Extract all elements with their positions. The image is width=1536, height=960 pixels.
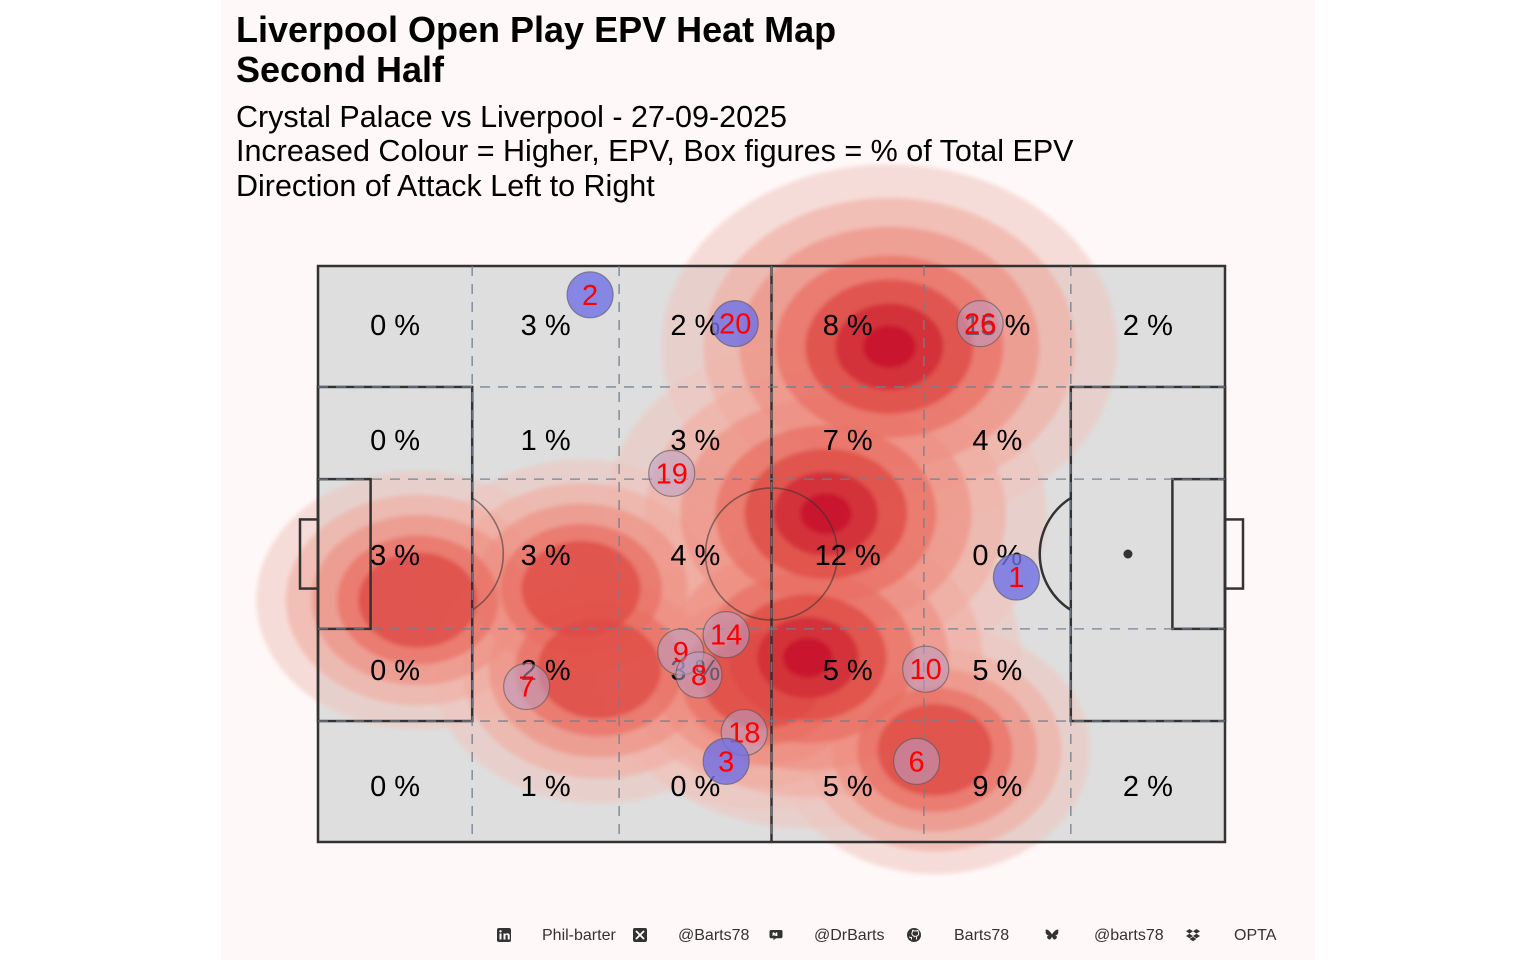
heat-contour-level-4 [358, 552, 478, 648]
player-number-label: 6 [909, 746, 925, 778]
player-marker [702, 611, 750, 659]
player-number-label: 3 [718, 746, 734, 778]
right-goal [1223, 518, 1245, 590]
zone-percentage-label: 0 % [370, 771, 420, 803]
player-number-label: 19 [656, 458, 688, 490]
player-number-label: 10 [910, 654, 942, 686]
zone-percentage-label: 5 % [823, 655, 873, 687]
zone-percentage-label: 4 % [972, 425, 1022, 457]
zone-percentage-label: 2 % [1123, 771, 1173, 803]
zone-percentage-label: 0 % [370, 655, 420, 687]
heat-contour-level-4 [537, 619, 661, 719]
linkedin-icon[interactable] [496, 927, 512, 943]
player-marker [648, 449, 696, 497]
left-goal [298, 518, 320, 590]
player-marker [702, 737, 750, 785]
footer-dropbox-handle[interactable]: OPTA [1234, 927, 1277, 944]
player-marker [711, 300, 759, 348]
zone-percentage-label: 9 % [972, 771, 1022, 803]
zone-percentage-label: 8 % [823, 310, 873, 342]
player-marker [902, 645, 950, 693]
player-marker [893, 737, 941, 785]
player-marker [675, 651, 723, 699]
zone-percentage-label: 2 % [1123, 310, 1173, 342]
zone-percentage-label: 1 % [521, 771, 571, 803]
player-number-label: 26 [964, 309, 996, 341]
heat-contour-level-6 [863, 325, 916, 368]
chart-subtitle-line3: Direction of Attack Left to Right [236, 169, 655, 203]
mastodon-icon[interactable] [768, 927, 784, 943]
zone-percentage-label: 1 % [521, 425, 571, 457]
zone-percentage-label: 5 % [972, 655, 1022, 687]
github-icon[interactable] [906, 927, 922, 943]
player-number-label: 14 [710, 620, 742, 652]
footer: Phil-barter @Barts78 @DrBarts Barts78 @barts… [0, 924, 1536, 948]
player-marker [503, 662, 551, 711]
player-marker [566, 271, 614, 319]
player-marker [956, 300, 1004, 348]
player-marker [992, 553, 1040, 601]
zone-percentage-label: 0 % [370, 425, 420, 457]
player-number-label: 1 [1008, 562, 1024, 594]
x-twitter-icon[interactable] [632, 927, 648, 943]
heat-contour-level-6 [783, 637, 833, 678]
player-number-label: 7 [519, 671, 535, 703]
player-number-label: 20 [719, 309, 751, 341]
right-penalty-spot [1123, 549, 1133, 559]
chart-subtitle-line2: Increased Colour = Higher, EPV, Box figu… [236, 134, 1074, 168]
player-number-label: 8 [691, 660, 707, 692]
zone-percentage-label: 7 % [823, 425, 873, 457]
player-number-label: 2 [582, 280, 598, 312]
bluesky-icon[interactable] [1044, 927, 1060, 943]
left-penalty-arc [471, 497, 505, 611]
chart-subtitle-line1: Crystal Palace vs Liverpool - 27-09-2025 [236, 100, 787, 134]
zone-percentage-label: 5 % [823, 771, 873, 803]
zone-percentage-label: 3 % [521, 540, 571, 572]
zone-percentage-label: 12 % [815, 540, 881, 572]
zone-percentage-label: 3 % [521, 310, 571, 342]
footer-x-twitter-handle[interactable]: @Barts78 [678, 927, 750, 944]
zone-percentage-label: 3 % [370, 540, 420, 572]
footer-mastodon-handle[interactable]: @DrBarts [814, 927, 885, 944]
zone-percentage-label: 4 % [670, 540, 720, 572]
footer-github-handle[interactable]: Barts78 [954, 927, 1010, 944]
zone-percentage-label: 0 % [370, 310, 420, 342]
chart-title-line2: Second Half [236, 49, 445, 90]
chart-title-line1: Liverpool Open Play EPV Heat Map [236, 9, 837, 50]
footer-bluesky-handle[interactable]: @barts78 [1094, 927, 1164, 944]
dropbox-icon[interactable] [1185, 927, 1201, 943]
footer-linkedin-handle[interactable]: Phil-barter [542, 927, 616, 944]
right-penalty-arc [1038, 496, 1072, 612]
heat-contour-level-4 [521, 540, 641, 637]
